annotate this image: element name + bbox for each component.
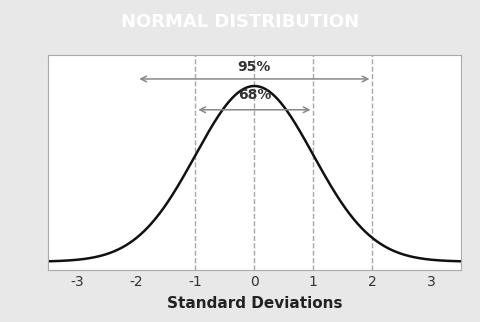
X-axis label: Standard Deviations: Standard Deviations bbox=[167, 296, 342, 311]
Text: 95%: 95% bbox=[238, 60, 271, 74]
Text: 68%: 68% bbox=[238, 88, 271, 102]
Text: NORMAL DISTRIBUTION: NORMAL DISTRIBUTION bbox=[121, 13, 359, 31]
